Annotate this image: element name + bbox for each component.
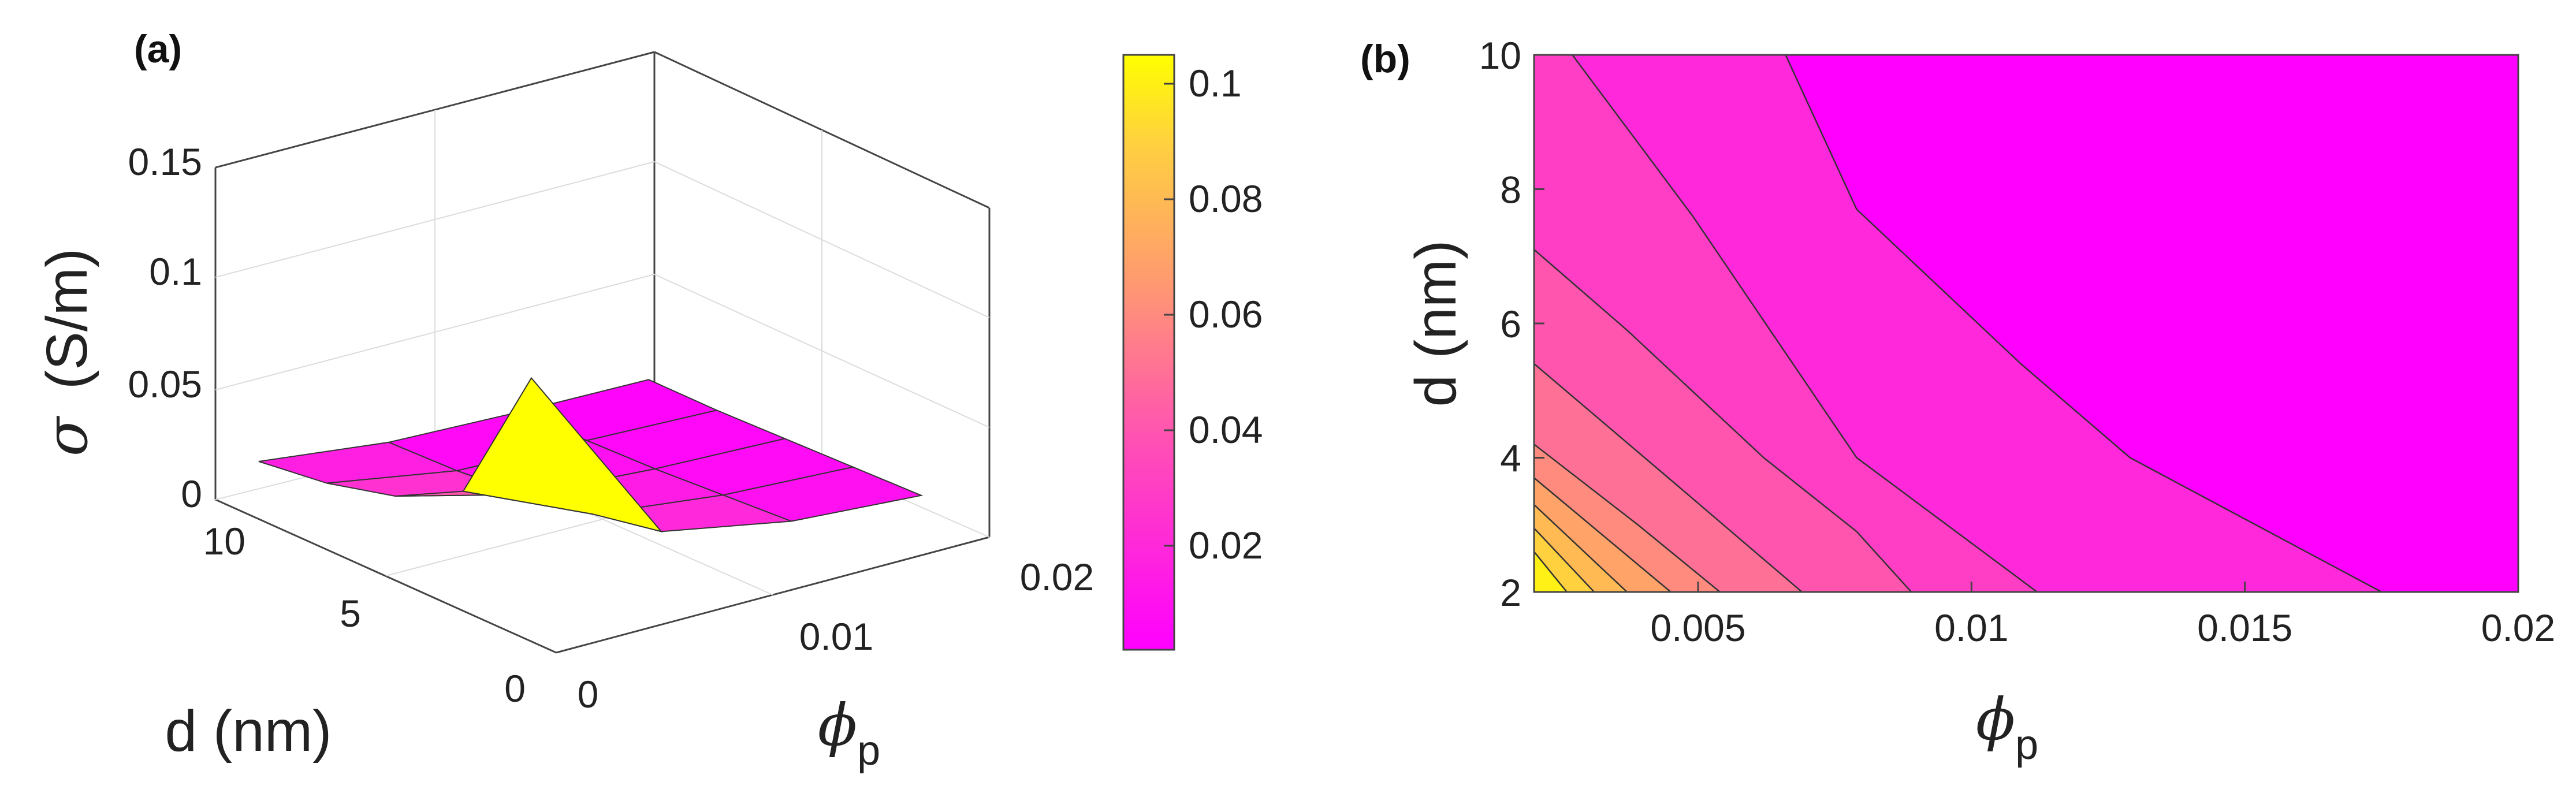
contour-ticks: 0.005 0.01 0.015 0.02 2 4 6 8 10 [1479, 34, 2556, 649]
surface-axes-box [214, 51, 991, 654]
contour-x-axis-title: ϕp [1976, 686, 2038, 768]
contour-x-tick-label: 0.005 [1650, 606, 1745, 649]
surface-plot [258, 377, 924, 533]
contour-line [1572, 54, 2038, 593]
phi-axis-ticks: 0 0.01 0.02 [578, 556, 1095, 716]
d-tick-label: 5 [340, 592, 361, 635]
d-axis-title: d (nm) [165, 699, 332, 764]
colorbar-tick-label: 0.02 [1189, 524, 1263, 567]
colorbar-gradient [1122, 54, 1175, 651]
panel-a-label: (a) [134, 27, 182, 71]
d-tick-label: 0 [504, 667, 526, 710]
z-tick-label: 0 [181, 472, 202, 515]
z-axis-title: σ (S/m) [33, 248, 100, 456]
d-tick-label: 10 [203, 520, 245, 563]
contour-x-tick-label: 0.01 [1934, 606, 2008, 649]
z-tick-label: 0.1 [149, 250, 202, 293]
colorbar: 0.02 0.04 0.06 0.08 0.1 [1122, 54, 1263, 651]
contour-line [1785, 54, 2382, 593]
colorbar-tick-label: 0.1 [1189, 62, 1242, 105]
phi-axis-title: ϕp [818, 691, 880, 774]
contour-y-tick-label: 6 [1500, 303, 1521, 345]
colorbar-tick-label: 0.04 [1189, 408, 1263, 451]
contour-y-tick-label: 2 [1500, 571, 1521, 614]
panel-b: (b) 0.005 0.01 0.015 0.02 2 4 6 8 10 d (nm) ϕp [1360, 34, 2555, 768]
contour-y-tick-label: 8 [1500, 169, 1521, 211]
contour-line [1533, 477, 1672, 593]
phi-tick-label: 0.02 [1020, 556, 1094, 598]
phi-tick-label: 0.01 [799, 615, 873, 658]
colorbar-tick-label: 0.06 [1189, 293, 1263, 336]
contour-lines [1533, 54, 2382, 593]
contour-line [1533, 504, 1628, 593]
contour-x-tick-label: 0.015 [2197, 606, 2292, 649]
phi-tick-label: 0 [578, 673, 599, 716]
contour-y-tick-label: 4 [1500, 437, 1521, 480]
z-tick-label: 0.05 [128, 363, 202, 405]
z-tick-label: 0.15 [128, 140, 202, 183]
contour-line [1533, 527, 1595, 593]
panel-a: (a) 0 0.05 0.1 [33, 27, 1263, 774]
contour-y-tick-label: 10 [1479, 34, 1521, 77]
surface-patch [462, 377, 663, 533]
colorbar-tick-label: 0.08 [1189, 177, 1263, 220]
contour-line [1533, 444, 1721, 593]
d-axis-ticks: 0 5 10 [203, 520, 526, 710]
contour-line [1533, 551, 1568, 593]
panel-b-label: (b) [1360, 37, 1410, 81]
colorbar-ticks: 0.02 0.04 0.06 0.08 0.1 [1164, 62, 1263, 567]
surface-grid [215, 110, 990, 595]
contour-x-tick-label: 0.02 [2481, 606, 2555, 649]
contour-line [1533, 363, 1803, 593]
contour-line [1533, 249, 1912, 593]
d-axis-line [215, 498, 557, 654]
z-axis-ticks: 0 0.05 0.1 0.15 [128, 140, 202, 515]
contour-y-axis-title: d (nm) [1404, 240, 1468, 407]
